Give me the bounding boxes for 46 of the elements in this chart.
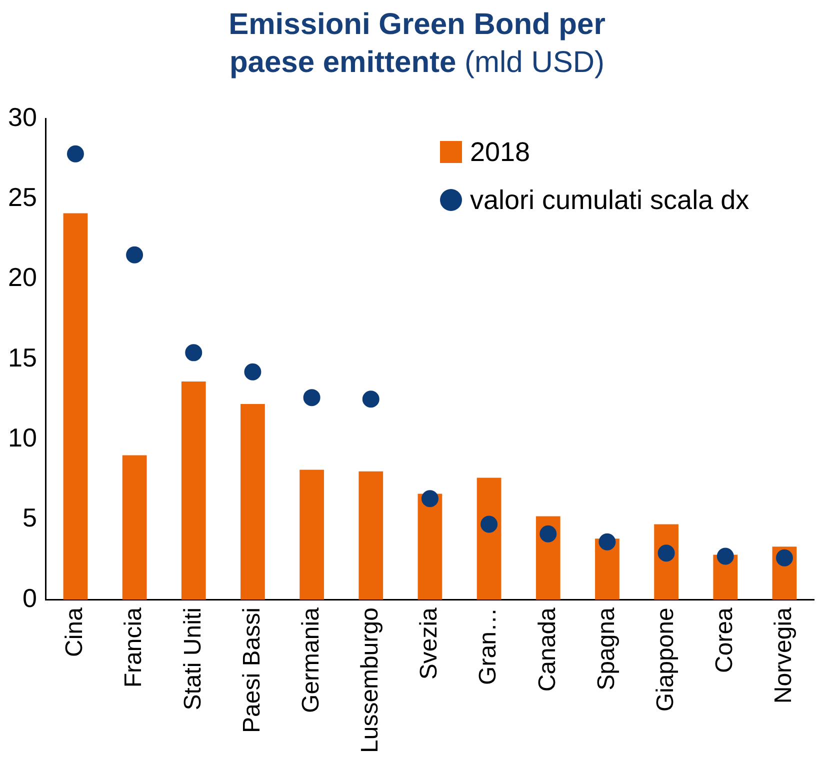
- x-tick-label: Francia: [120, 606, 148, 688]
- point: [126, 246, 144, 264]
- x-tick-label: Canada: [534, 606, 561, 692]
- point: [776, 549, 793, 566]
- bar: [122, 455, 147, 600]
- x-tick-label: Svezia: [416, 606, 443, 680]
- x-tick-label: Spagna: [592, 606, 620, 690]
- bar: [181, 382, 206, 600]
- y-tick-label: 5: [22, 502, 37, 533]
- point: [362, 390, 380, 408]
- x-tick-label: Lussemburgo: [356, 608, 384, 754]
- point: [303, 389, 320, 406]
- x-tick-label: Cina: [61, 606, 88, 657]
- x-tick-label: Corea: [711, 606, 738, 673]
- y-tick-label: 25: [8, 182, 37, 212]
- point: [66, 145, 84, 162]
- bar: [476, 478, 502, 600]
- point: [480, 516, 498, 533]
- y-tick-label: 30: [8, 102, 37, 132]
- chart-subtitle: paese emittente: [229, 46, 456, 79]
- x-tick-label: Stati Uniti: [179, 608, 206, 710]
- legend-label: valori cumulati scala dx: [470, 184, 750, 216]
- y-axis-title: (mld USD): [464, 46, 605, 79]
- y-tick-label: 15: [8, 342, 37, 372]
- point: [540, 525, 557, 542]
- point: [598, 533, 616, 550]
- bar: [240, 404, 265, 600]
- bar: [300, 470, 324, 600]
- y-tick-label: 20: [8, 262, 37, 292]
- bar: [418, 494, 442, 600]
- bar: [358, 471, 384, 600]
- point: [658, 544, 675, 562]
- y-tick-label: 0: [22, 582, 37, 613]
- point: [716, 548, 734, 565]
- chart-title: Emissioni Green Bond per: [228, 8, 606, 41]
- y-tick-label: 10: [8, 422, 37, 452]
- x-tick-label: Norvegia: [770, 606, 798, 704]
- legend-label: 2018: [470, 136, 530, 168]
- x-tick-label: Germania: [297, 606, 324, 713]
- point: [244, 363, 262, 380]
- x-tick-label: Gran…: [474, 608, 502, 685]
- x-tick-label: Paesi Bassi: [238, 608, 266, 733]
- point: [185, 344, 202, 362]
- x-tick-label: Giappone: [652, 608, 679, 712]
- bar: [63, 213, 88, 600]
- point: [421, 490, 438, 508]
